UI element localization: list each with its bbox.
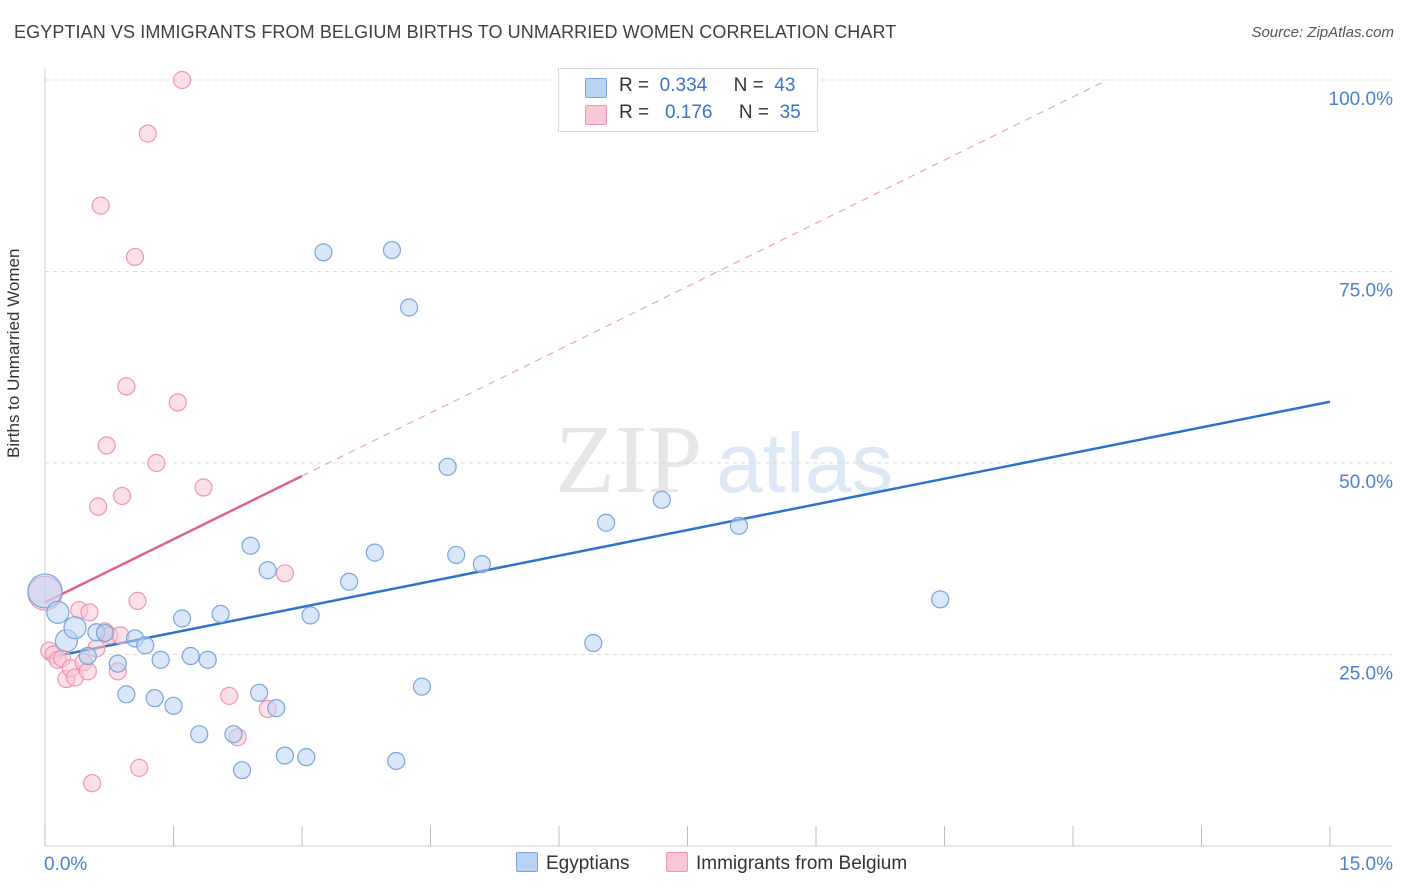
belgium-point xyxy=(80,603,99,622)
legend-r-label: R = xyxy=(619,75,650,96)
egyptian-point xyxy=(108,654,127,673)
belgium-point xyxy=(138,124,157,143)
trend-lines xyxy=(44,79,1331,660)
egyptian-point xyxy=(95,623,115,643)
belgium-point xyxy=(147,453,166,473)
egyptian-point xyxy=(27,573,63,609)
egyptian-point xyxy=(931,590,950,609)
egyptian-point xyxy=(241,536,260,555)
egyptian-point xyxy=(232,761,252,780)
chart-title: EGYPTIAN VS IMMIGRANTS FROM BELGIUM BIRT… xyxy=(14,22,897,42)
egyptian-point xyxy=(164,696,183,715)
egyptian-point xyxy=(151,650,170,669)
egyptian-point xyxy=(412,677,432,696)
egyptian-point xyxy=(652,490,671,509)
source-label: Source: ZipAtlas.com xyxy=(1251,24,1394,41)
legend-swatch-blue xyxy=(585,78,607,98)
egyptian-point xyxy=(438,457,457,476)
belgium-point xyxy=(91,196,110,215)
belgium-point xyxy=(89,497,108,516)
egyptian-point xyxy=(382,240,402,260)
egyptian-point xyxy=(117,685,136,704)
belgium-point xyxy=(194,478,213,497)
egyptian-point xyxy=(267,699,286,718)
belgium-trend-line xyxy=(44,474,303,604)
x-tick-label-min: 0.0% xyxy=(44,854,87,875)
legend-r-label: R = xyxy=(619,102,650,123)
egyptian-point xyxy=(314,243,333,262)
series-swatch-belgium xyxy=(666,852,688,872)
egyptian-point xyxy=(63,616,87,640)
belgium-points xyxy=(27,70,294,793)
series-label-belgium: Immigrants from Belgium xyxy=(696,853,908,874)
egyptian-point xyxy=(78,646,97,666)
egyptian-point xyxy=(275,746,294,765)
watermark-zip: ZIP xyxy=(555,406,702,514)
egyptian-trend-line xyxy=(44,400,1331,660)
egyptian-point xyxy=(136,636,155,655)
egyptian-point xyxy=(145,689,164,708)
axes xyxy=(44,68,1392,847)
y-tick-label: 75.0% xyxy=(1339,281,1393,302)
egyptian-points xyxy=(27,240,950,780)
watermark-atlas: atlas xyxy=(716,416,893,510)
egyptian-point xyxy=(46,600,70,624)
egyptian-point xyxy=(584,633,603,653)
egyptian-point xyxy=(399,298,419,317)
series-label-egyptians: Egyptians xyxy=(546,853,630,874)
egyptian-point xyxy=(447,545,466,565)
legend-swatch-pink xyxy=(585,105,607,125)
belgium-trend-extension xyxy=(301,79,1108,477)
correlation-legend: R = 0.334 N = 43 R = 0.176 N = 35 xyxy=(558,68,818,132)
belgium-point xyxy=(275,564,294,583)
egyptian-point xyxy=(387,751,406,771)
egyptian-point xyxy=(472,555,491,574)
grid-lines xyxy=(45,79,1392,655)
legend-n-egyptians: 43 xyxy=(774,75,796,96)
belgium-point xyxy=(78,662,97,681)
belgium-point xyxy=(172,70,192,90)
belgium-point xyxy=(130,758,149,777)
egyptian-point xyxy=(224,725,243,744)
egyptian-point xyxy=(211,604,230,624)
legend-r-belgium: 0.176 xyxy=(664,102,713,123)
egyptian-point xyxy=(597,513,616,532)
tick-labels: 25.0% 50.0% 75.0% 100.0% 0.0% 15.0% xyxy=(44,89,1393,875)
x-tick-label-max: 15.0% xyxy=(1339,854,1393,875)
y-axis-label: Births to Unmarried Women xyxy=(4,248,23,458)
belgium-point xyxy=(83,774,102,793)
legend-n-label: N = xyxy=(738,102,770,123)
legend-n-belgium: 35 xyxy=(779,102,801,123)
belgium-point xyxy=(168,393,187,412)
belgium-point xyxy=(117,377,136,396)
egyptian-point xyxy=(190,725,209,744)
legend-r-egyptians: 0.334 xyxy=(659,75,708,96)
y-tick-label: 50.0% xyxy=(1339,472,1393,493)
series-swatch-egyptians xyxy=(516,852,538,872)
egyptian-point xyxy=(729,516,749,535)
series-legend-egyptians[interactable]: Egyptians xyxy=(516,852,629,875)
egyptian-point xyxy=(172,609,192,628)
egyptian-point xyxy=(301,606,320,625)
belgium-point xyxy=(97,436,116,455)
egyptian-point xyxy=(181,646,200,666)
y-tick-label: 100.0% xyxy=(1329,89,1394,110)
egyptian-point xyxy=(365,543,384,562)
egyptian-point xyxy=(250,683,269,702)
egyptian-point xyxy=(198,650,217,669)
egyptian-point xyxy=(297,748,316,767)
y-tick-label: 25.0% xyxy=(1339,664,1393,685)
series-legend-belgium[interactable]: Immigrants from Belgium xyxy=(666,852,907,875)
legend-n-label: N = xyxy=(733,75,764,96)
egyptian-point xyxy=(340,572,359,591)
belgium-point xyxy=(112,486,132,506)
belgium-point xyxy=(125,247,145,267)
egyptian-point xyxy=(258,561,277,580)
belgium-point xyxy=(220,686,239,705)
belgium-point xyxy=(128,591,147,610)
